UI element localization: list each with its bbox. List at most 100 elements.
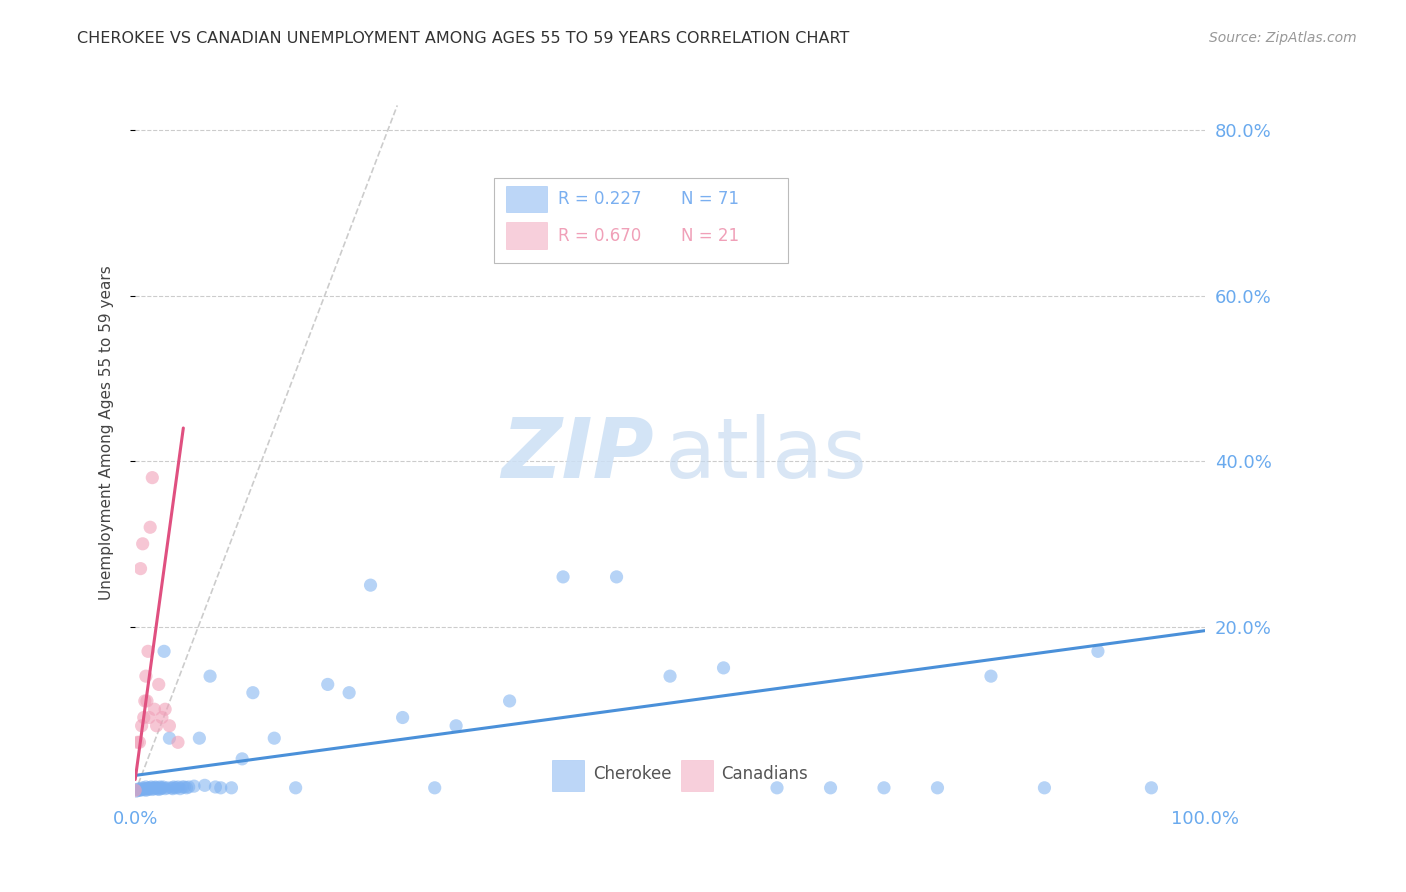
Point [204,780,226,794]
Text: ZIP: ZIP [502,414,654,495]
Point [160,780,183,795]
Point [150,710,173,724]
Point [337,686,360,700]
Point [132,710,155,724]
Text: Canadians: Canadians [721,765,808,783]
Point [141,782,163,797]
Point [127,782,149,797]
Point [444,719,467,733]
Text: atlas: atlas [665,414,866,495]
Point [129,561,152,575]
Point [194,778,217,792]
Point [766,780,789,795]
Point [162,781,184,796]
Point [198,669,221,683]
Point [153,781,176,796]
Point [551,570,574,584]
Point [167,735,190,749]
Point [1140,780,1163,795]
Point [146,781,169,796]
Point [131,537,153,551]
Point [131,780,153,795]
Point [149,781,172,796]
Text: Source: ZipAtlas.com: Source: ZipAtlas.com [1209,31,1357,45]
Point [148,782,170,797]
Y-axis label: Unemployment Among Ages 55 to 59 years: Unemployment Among Ages 55 to 59 years [100,265,114,599]
Point [263,731,285,746]
Point [927,780,949,795]
Point [188,731,211,746]
Point [316,677,339,691]
Point [659,669,682,683]
Point [173,780,195,794]
Point [176,780,198,795]
Point [129,783,152,797]
Text: R = 0.670: R = 0.670 [558,227,641,244]
Point [128,781,150,796]
Point [169,781,191,796]
Point [141,470,163,484]
Text: N = 71: N = 71 [681,190,738,208]
Point [498,694,520,708]
Point [134,781,156,796]
Point [152,780,174,794]
Point [149,780,172,794]
FancyBboxPatch shape [553,760,585,790]
Point [159,719,181,733]
Point [284,780,307,795]
Point [209,780,232,795]
Point [131,782,153,797]
Point [141,780,163,794]
Text: R = 0.227: R = 0.227 [558,190,641,208]
Point [136,644,159,658]
Point [145,780,167,795]
Point [135,783,157,797]
Point [150,780,173,795]
Point [138,710,160,724]
Point [132,782,155,797]
Point [136,781,159,796]
Point [125,784,148,798]
Point [159,731,181,746]
Text: N = 21: N = 21 [681,227,740,244]
Point [360,578,382,592]
Point [873,780,896,795]
Point [606,570,628,584]
Point [128,735,150,749]
Point [145,780,167,794]
Point [423,780,446,795]
FancyBboxPatch shape [494,178,787,263]
Text: Cherokee: Cherokee [593,765,672,783]
Point [713,661,735,675]
Point [153,644,176,658]
Point [142,780,165,795]
Point [124,783,146,797]
Point [172,780,194,794]
Point [242,686,264,700]
Point [143,702,166,716]
Point [134,694,156,708]
Point [177,780,200,794]
Point [167,780,190,794]
Point [980,669,1002,683]
Point [143,781,166,796]
FancyBboxPatch shape [506,186,547,212]
Point [136,782,159,797]
Point [820,780,842,795]
Text: CHEROKEE VS CANADIAN UNEMPLOYMENT AMONG AGES 55 TO 59 YEARS CORRELATION CHART: CHEROKEE VS CANADIAN UNEMPLOYMENT AMONG … [77,31,849,46]
FancyBboxPatch shape [506,222,547,249]
Point [131,719,153,733]
Point [127,735,149,749]
FancyBboxPatch shape [681,760,713,790]
Point [231,752,253,766]
Point [127,783,149,797]
Point [165,780,187,795]
Point [391,710,413,724]
Point [148,677,170,691]
Point [163,780,186,794]
Point [156,780,179,795]
Point [135,669,157,683]
Point [139,781,162,796]
Point [1033,780,1056,795]
Point [135,780,157,794]
